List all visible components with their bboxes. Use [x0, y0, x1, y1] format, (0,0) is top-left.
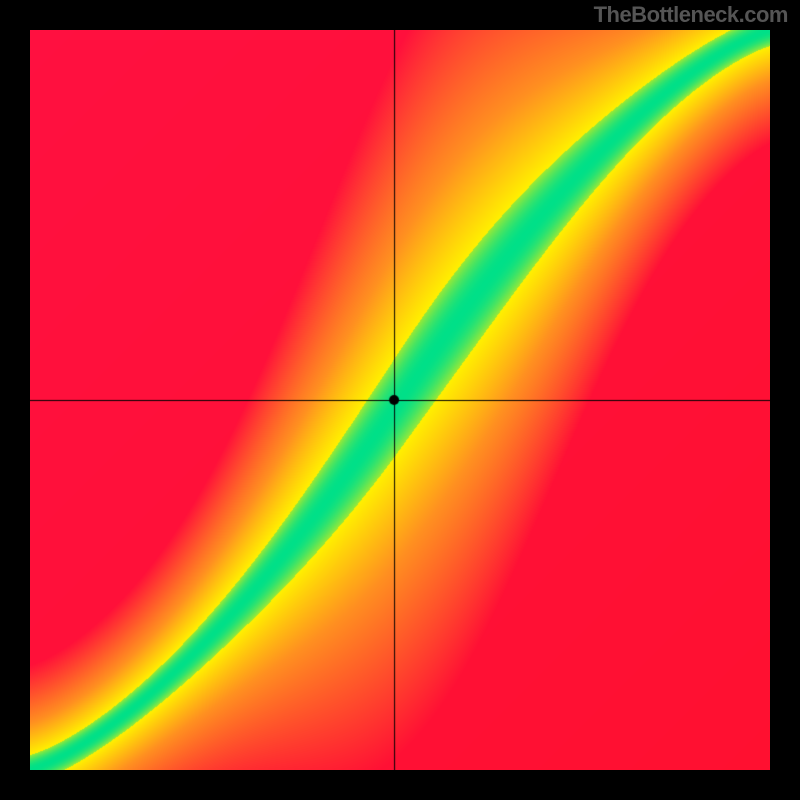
watermark-text: TheBottleneck.com: [594, 2, 788, 28]
chart-container: TheBottleneck.com: [0, 0, 800, 800]
crosshair-overlay: [30, 30, 770, 770]
